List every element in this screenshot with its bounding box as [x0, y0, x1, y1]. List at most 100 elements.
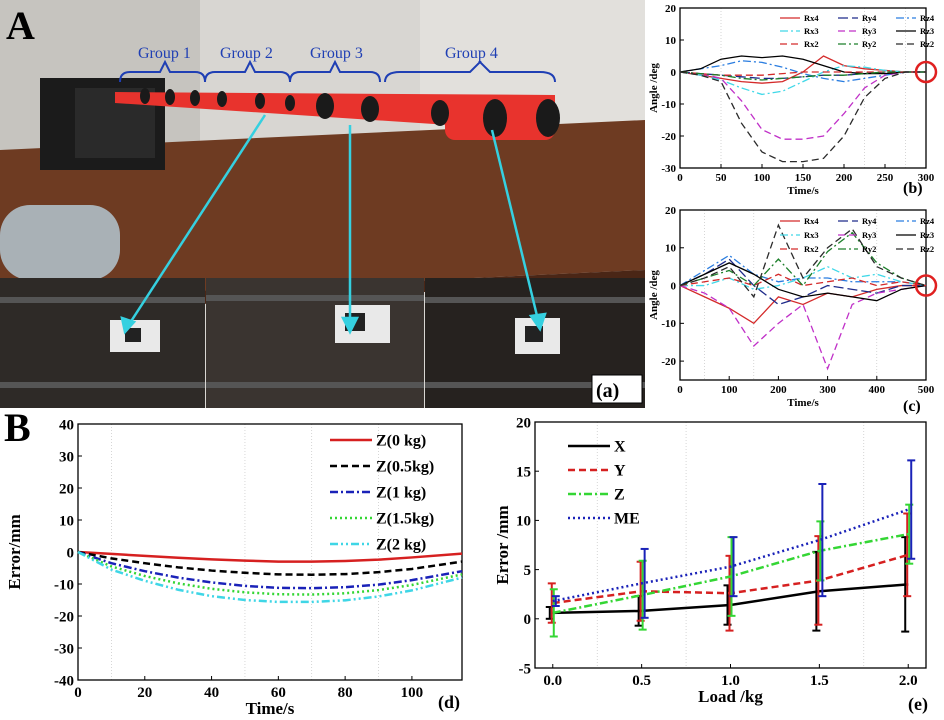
- group-4-label: Group 4: [445, 45, 498, 62]
- y-tick-label: -10: [661, 99, 676, 111]
- y-tick-label: 0: [67, 545, 75, 561]
- y-tick-label: 20: [665, 3, 677, 15]
- legend-label: Y: [614, 463, 626, 480]
- legend-label: Rx4: [804, 216, 819, 226]
- series-line-rx4: [679, 284, 926, 325]
- y-tick-label: -20: [54, 609, 74, 625]
- panel-letter-a: A: [6, 3, 35, 48]
- x-tick-label: 80: [338, 685, 353, 701]
- series-line-rz3: [679, 55, 926, 75]
- y-tick-label: 0: [671, 67, 677, 79]
- y-tick-label: -40: [54, 673, 74, 689]
- robot-joint: [140, 88, 150, 104]
- y-tick-label: 40: [59, 417, 74, 433]
- x-tick-label: 200: [770, 384, 787, 396]
- y-tick-label: 10: [665, 243, 677, 255]
- series-line-z-1-kg-: [77, 550, 463, 590]
- group-3-label: Group 3: [310, 45, 363, 62]
- y-axis-label: Error/mm: [5, 514, 24, 589]
- plot-frame: [679, 7, 927, 169]
- x-tick-label: 150: [795, 172, 812, 184]
- series-line-me: [552, 508, 909, 603]
- robot-joint: [483, 99, 507, 137]
- series-line-ry2: [679, 71, 926, 81]
- x-tick-label: 1.5: [810, 673, 829, 689]
- y-tick-label: -10: [661, 318, 676, 330]
- x-tick-label: 0.0: [543, 673, 562, 689]
- legend-label: Z: [614, 487, 625, 504]
- legend-label: Z(2 kg): [376, 537, 426, 554]
- y-tick-label: 5: [524, 563, 532, 579]
- group-2-label: Group 2: [220, 45, 273, 62]
- x-tick-label: 500: [918, 384, 935, 396]
- group-1-label: Group 1: [138, 45, 191, 62]
- legend-label: Z(0 kg): [376, 433, 426, 450]
- panel-letter-b: B: [4, 405, 31, 450]
- y-tick-label: 30: [59, 449, 74, 465]
- series-line-ry4: [679, 71, 926, 80]
- series-line-z-2-kg-: [77, 550, 463, 604]
- y-tick-label: 10: [665, 35, 677, 47]
- legend-label: Rx2: [804, 244, 819, 254]
- robot-joint: [255, 93, 265, 109]
- x-axis-label: Time/s: [246, 699, 295, 718]
- legend-label: Z(0.5kg): [376, 459, 434, 476]
- robot-arm: [115, 88, 560, 140]
- x-tick-label: 100: [754, 172, 771, 184]
- end-circle-marker: [914, 274, 938, 297]
- x-tick-label: 0: [677, 384, 683, 396]
- y-axis-label: Angle /deg: [648, 63, 660, 113]
- inset-photos: [0, 278, 645, 408]
- x-tick-label: 2.0: [899, 673, 918, 689]
- x-tick-label: 250: [877, 172, 894, 184]
- panel-label: (c): [903, 398, 921, 415]
- series-line-ry2: [679, 231, 927, 287]
- legend-label: Z(1.5kg): [376, 511, 434, 528]
- legend-label: Z(1 kg): [376, 485, 426, 502]
- legend-label: Rz2: [920, 39, 934, 49]
- legend-label: Rz2: [920, 244, 934, 254]
- y-axis-label: Error /mm: [493, 505, 512, 584]
- inset-arrows: [120, 114, 547, 335]
- legend-label: Ry4: [862, 216, 877, 226]
- legend-label: Rz3: [920, 26, 934, 36]
- robot-joint: [190, 90, 200, 106]
- y-tick-label: -20: [661, 356, 676, 368]
- x-tick-label: 200: [836, 172, 853, 184]
- legend-label: ME: [614, 511, 640, 528]
- series-line-z-1-5kg-: [77, 550, 463, 596]
- x-tick-label: 20: [137, 685, 152, 701]
- y-tick-label: 10: [59, 513, 74, 529]
- y-tick-label: 10: [516, 514, 531, 530]
- y-tick-label: -30: [54, 641, 74, 657]
- series-line-rz2: [679, 223, 927, 299]
- panel-label: (d): [438, 692, 460, 713]
- series-line-ry3: [679, 284, 927, 371]
- y-tick-label: 20: [516, 415, 531, 431]
- robot-joint: [217, 91, 227, 107]
- x-tick-label: 0: [74, 685, 82, 701]
- y-axis-label: Angle /deg: [648, 270, 660, 320]
- legend-label: Rz3: [920, 230, 934, 240]
- robot-joint: [165, 89, 175, 105]
- x-axis-label: Time/s: [787, 185, 819, 197]
- legend-label: X: [614, 439, 626, 456]
- series-line-rz3: [679, 262, 927, 302]
- series-line-rx3: [679, 64, 926, 96]
- x-axis-label: Load /kg: [698, 687, 763, 706]
- chart-e: 0.0 0.5 1.0 1.5 2.0 -5 0 5 10 15 20 Load /kg Error /…: [493, 415, 928, 715]
- legend-label: Ry3: [862, 230, 876, 240]
- legend-label: Rx3: [804, 26, 819, 36]
- y-tick-label: 0: [671, 280, 677, 292]
- chart-c: 0 100 200 300 400 500 -20 -10 0 10 20 Time/s Angle /…: [648, 205, 938, 415]
- y-tick-label: -5: [519, 661, 532, 677]
- x-tick-label: 0: [677, 172, 683, 184]
- series-line-ry3: [679, 71, 926, 140]
- legend-label: Rx3: [804, 230, 819, 240]
- legend-label: Ry3: [862, 26, 876, 36]
- group-brackets: [119, 59, 556, 83]
- legend-label: Rx4: [804, 13, 819, 23]
- y-tick-label: 20: [665, 205, 677, 217]
- y-tick-label: 15: [516, 464, 531, 480]
- y-tick-label: -10: [54, 577, 74, 593]
